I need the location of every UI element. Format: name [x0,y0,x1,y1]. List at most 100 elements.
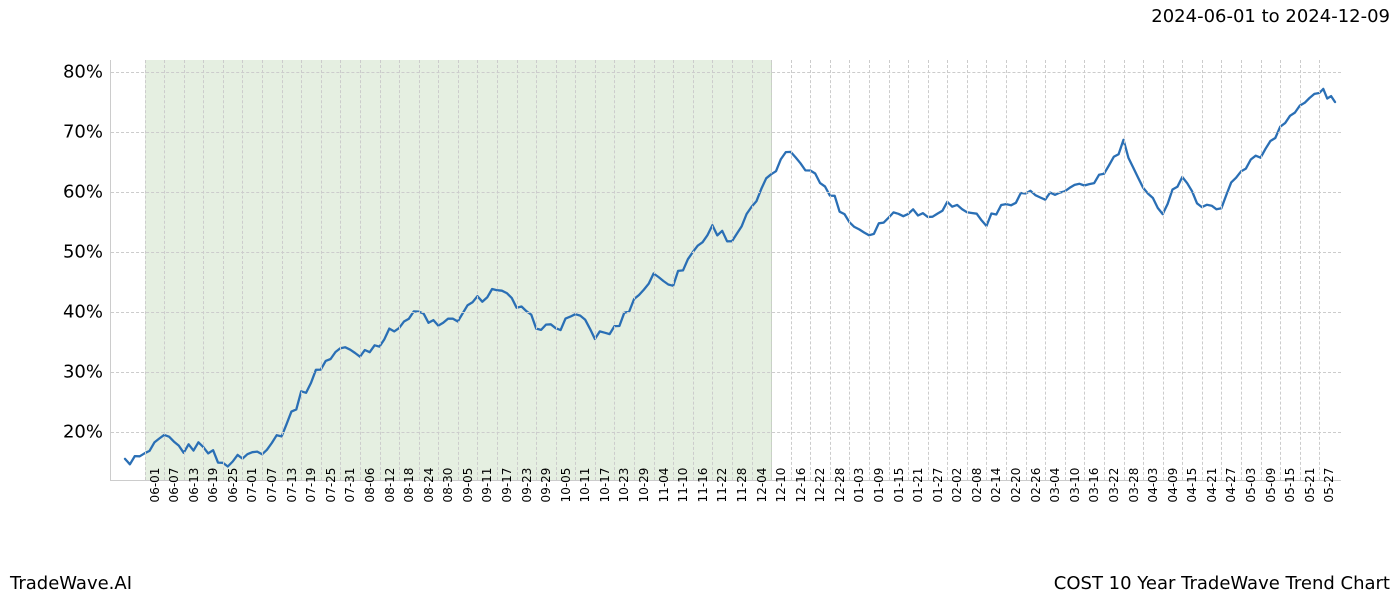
gridline-v [340,60,341,480]
gridline-v [693,60,694,480]
y-tick-label: 80% [55,62,103,83]
gridline-v [1124,60,1125,480]
x-tick-label: 06-25 [226,468,240,503]
x-tick-label: 08-30 [441,468,455,503]
gridline-v [771,60,772,480]
x-tick-label: 07-07 [265,468,279,503]
gridline-v [712,60,713,480]
x-tick-label: 05-21 [1303,468,1317,503]
x-tick-label: 11-22 [715,468,729,503]
gridline-v [458,60,459,480]
gridline-v [1221,60,1222,480]
gridline-v [556,60,557,480]
gridline-v [242,60,243,480]
y-tick-label: 20% [55,422,103,443]
x-tick-label: 11-28 [735,468,749,503]
gridline-v [203,60,204,480]
gridline-h [111,312,1341,313]
gridline-v [947,60,948,480]
x-tick-label: 07-25 [324,468,338,503]
gridline-v [1026,60,1027,480]
gridline-v [889,60,890,480]
x-tick-label: 12-10 [774,468,788,503]
y-tick-label: 60% [55,182,103,203]
line-series [111,60,1341,480]
chart-plot-area [110,60,1341,481]
x-tick-label: 05-09 [1264,468,1278,503]
x-tick-label: 01-27 [931,468,945,503]
x-tick-label: 03-28 [1127,468,1141,503]
x-tick-label: 10-17 [598,468,612,503]
gridline-v [1084,60,1085,480]
gridline-v [517,60,518,480]
x-tick-label: 10-23 [617,468,631,503]
x-tick-label: 02-08 [970,468,984,503]
trend-line [125,89,1335,467]
x-tick-label: 06-01 [148,468,162,503]
gridline-h [111,432,1341,433]
x-tick-label: 12-22 [813,468,827,503]
gridline-v [830,60,831,480]
gridline-v [301,60,302,480]
gridline-v [791,60,792,480]
gridline-v [380,60,381,480]
x-tick-label: 12-28 [833,468,847,503]
x-tick-label: 12-04 [755,468,769,503]
x-tick-label: 08-06 [363,468,377,503]
x-tick-label: 01-03 [852,468,866,503]
gridline-v [477,60,478,480]
x-tick-label: 04-09 [1166,468,1180,503]
gridline-v [575,60,576,480]
gridline-v [869,60,870,480]
y-tick-label: 50% [55,242,103,263]
gridline-v [184,60,185,480]
gridline-v [1300,60,1301,480]
x-tick-label: 09-05 [461,468,475,503]
gridline-v [595,60,596,480]
x-tick-label: 01-21 [911,468,925,503]
x-tick-label: 09-17 [500,468,514,503]
gridline-v [419,60,420,480]
x-tick-label: 04-21 [1205,468,1219,503]
gridline-v [536,60,537,480]
gridline-v [438,60,439,480]
gridline-v [1319,60,1320,480]
x-tick-label: 06-13 [187,468,201,503]
x-tick-label: 11-16 [696,468,710,503]
x-tick-label: 11-04 [657,468,671,503]
chart-container: 2024-06-01 to 2024-12-09 TradeWave.AI CO… [0,0,1400,600]
x-tick-label: 02-02 [950,468,964,503]
x-tick-label: 10-05 [559,468,573,503]
gridline-v [986,60,987,480]
x-tick-label: 04-15 [1185,468,1199,503]
gridline-h [111,372,1341,373]
gridline-v [654,60,655,480]
x-tick-label: 07-01 [245,468,259,503]
gridline-v [145,60,146,480]
gridline-h [111,192,1341,193]
gridline-v [849,60,850,480]
x-tick-label: 02-14 [989,468,1003,503]
x-tick-label: 09-11 [480,468,494,503]
x-tick-label: 06-07 [167,468,181,503]
x-tick-label: 09-29 [539,468,553,503]
x-tick-label: 08-12 [383,468,397,503]
gridline-v [1280,60,1281,480]
gridline-v [732,60,733,480]
gridline-v [908,60,909,480]
footer-title: COST 10 Year TradeWave Trend Chart [1054,573,1390,594]
gridline-v [1065,60,1066,480]
gridline-v [399,60,400,480]
x-tick-label: 03-10 [1068,468,1082,503]
gridline-v [1182,60,1183,480]
x-tick-label: 01-15 [892,468,906,503]
gridline-v [634,60,635,480]
x-tick-label: 03-22 [1107,468,1121,503]
x-tick-label: 09-23 [520,468,534,503]
x-tick-label: 07-13 [285,468,299,503]
gridline-v [1006,60,1007,480]
gridline-v [673,60,674,480]
x-tick-label: 11-10 [676,468,690,503]
x-tick-label: 01-09 [872,468,886,503]
x-tick-label: 08-24 [422,468,436,503]
